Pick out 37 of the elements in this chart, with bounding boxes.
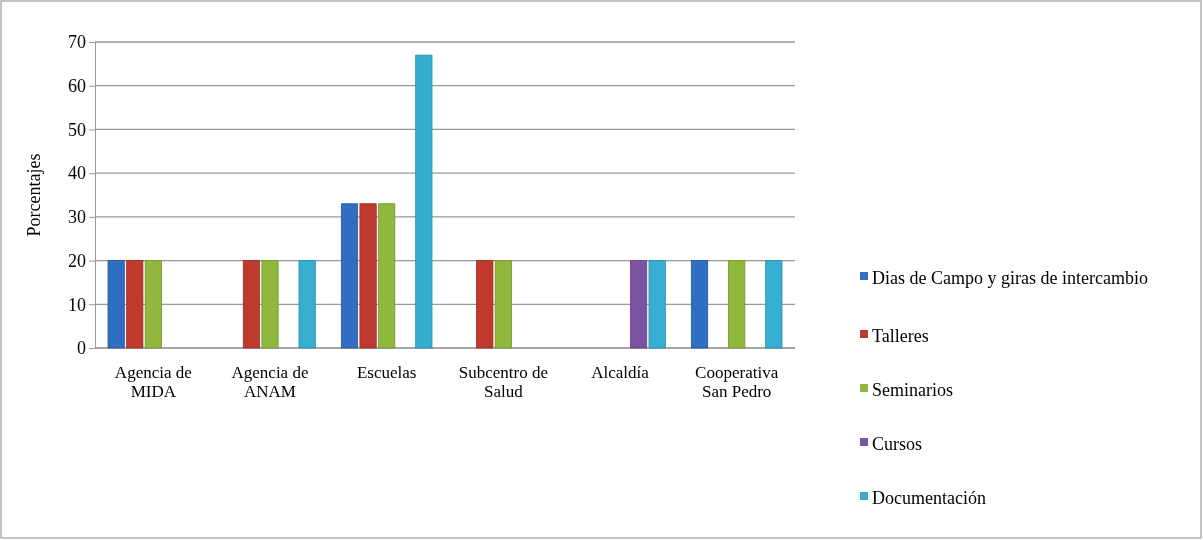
bar <box>690 260 709 349</box>
x-tick-label: Cooperativa San Pedro <box>695 363 779 401</box>
x-tick-label: Subcentro de Salud <box>458 363 548 401</box>
x-tick-label: Alcaldía <box>591 363 650 382</box>
bar <box>765 260 783 349</box>
legend-label: Seminarios <box>872 380 953 400</box>
legend-label: Dias de Campo y giras de intercambio <box>872 268 1148 288</box>
y-tick-label: 70 <box>68 32 86 53</box>
y-tick-label: 10 <box>68 294 86 315</box>
x-tick-label: Escuelas <box>356 363 417 382</box>
bar <box>107 260 125 349</box>
bar <box>298 260 316 349</box>
bar <box>415 54 433 349</box>
bar <box>340 203 359 349</box>
bar <box>378 203 396 349</box>
x-tick-label: Agencia de MIDA <box>114 363 192 401</box>
bar <box>144 260 162 349</box>
bar <box>728 260 746 349</box>
bar <box>494 260 512 349</box>
bar <box>476 260 494 349</box>
legend-label: Cursos <box>872 434 923 454</box>
y-tick-label: 50 <box>68 119 86 140</box>
x-tick-label: Agencia de ANAM <box>231 363 309 401</box>
y-tick-label: 20 <box>68 250 86 271</box>
y-tick-label: 0 <box>77 338 86 359</box>
bar <box>359 203 377 349</box>
y-tick-label: 30 <box>68 207 86 228</box>
bar <box>630 260 648 349</box>
bar <box>648 260 666 349</box>
y-tick-label: 40 <box>68 163 86 184</box>
y-tick-label: 60 <box>68 75 86 96</box>
legend-label: Talleres <box>872 326 929 346</box>
bar <box>242 260 260 349</box>
y-axis-title: Porcentajes <box>24 153 44 237</box>
legend-label: Documentación <box>872 488 986 508</box>
bar <box>261 260 279 349</box>
bar <box>126 260 144 349</box>
